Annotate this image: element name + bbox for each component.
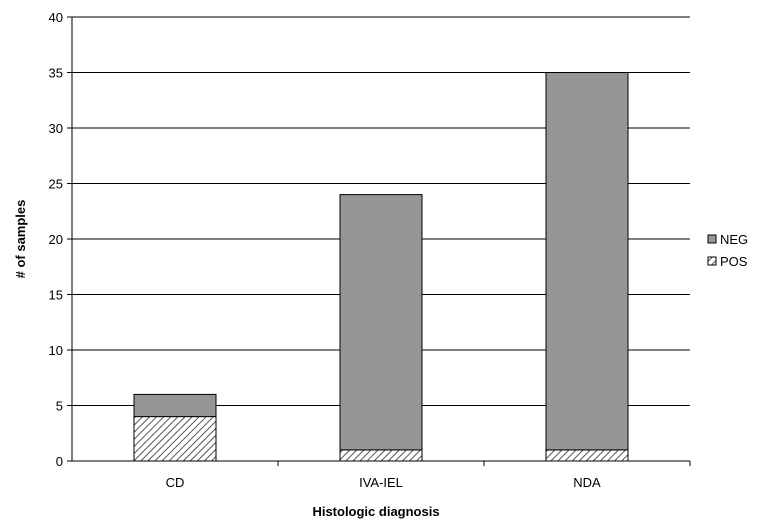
bars	[133, 72, 629, 462]
legend-label-neg: NEG	[720, 232, 748, 247]
y-tick-label: 10	[49, 343, 63, 358]
x-tick-labels: CD IVA-IEL NDA	[166, 475, 601, 490]
bar-segment-pos	[545, 449, 629, 462]
legend-label-pos: POS	[720, 254, 748, 269]
bar-segment-pos	[339, 449, 423, 462]
axes	[67, 16, 691, 466]
y-tick-label: 20	[49, 232, 63, 247]
y-tick-label: 35	[49, 66, 63, 81]
legend-swatch-neg	[707, 234, 717, 244]
y-tick-label: 30	[49, 121, 63, 136]
y-tick-label: 25	[49, 177, 63, 192]
y-tick-label: 5	[56, 399, 63, 414]
x-tick-label: NDA	[573, 475, 601, 490]
bar-segment-neg	[545, 72, 629, 451]
x-tick-label: CD	[166, 475, 185, 490]
y-tick-labels: 0 5 10 15 20 25 30 35 40	[49, 10, 63, 469]
bar-segment-neg	[339, 194, 423, 451]
legend: NEG POS	[707, 232, 748, 269]
bar-segment-neg	[133, 393, 217, 418]
x-axis-title: Histologic diagnosis	[312, 504, 439, 519]
y-tick-label: 0	[56, 454, 63, 469]
x-tick-label: IVA-IEL	[359, 475, 403, 490]
y-tick-label: 40	[49, 10, 63, 25]
bar-segment-pos	[133, 416, 217, 462]
y-axis-title: # of samples	[13, 200, 28, 279]
legend-swatch-pos	[707, 256, 717, 266]
y-tick-label: 15	[49, 288, 63, 303]
